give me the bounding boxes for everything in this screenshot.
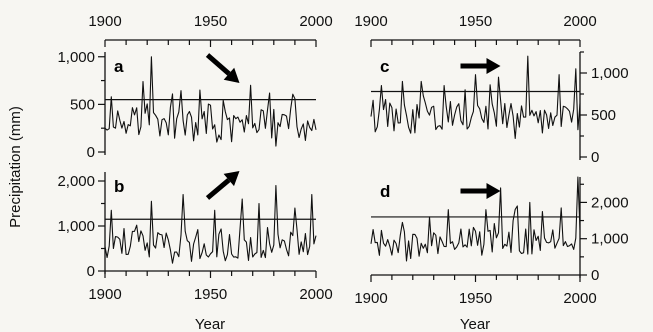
panel-label-d: d	[380, 182, 390, 201]
trend-arrow-head-b	[223, 171, 240, 187]
y-axis-title: Precipitation (mm)	[7, 106, 24, 228]
y-tick-label-a: 1,000	[57, 49, 95, 66]
y-tick-label-c: 500	[591, 107, 616, 124]
bottom-x-tick-label: 2000	[563, 290, 596, 307]
y-tick-label-d: 1,000	[591, 231, 629, 248]
top-x-tick-label: 1950	[459, 13, 492, 30]
trend-arrow-shaft-a	[205, 53, 231, 76]
trend-arrow-head-a	[223, 67, 240, 83]
series-line-b	[104, 184, 317, 264]
y-tick-label-c: 0	[591, 149, 599, 166]
y-tick-label-b: 1,000	[57, 218, 95, 235]
panels: 0 500 1,000 a 0 1,000 2,000 b 0 500 1,000 c 0 1,000 2,…	[57, 13, 628, 307]
panel-label-a: a	[114, 57, 124, 76]
bottom-x-tick-label: 1950	[459, 290, 492, 307]
top-x-tick-label: 2000	[563, 13, 596, 30]
trend-arrow-head-d	[486, 183, 501, 199]
top-x-tick-label: 1950	[194, 13, 227, 30]
top-x-tick-label: 2000	[299, 13, 332, 30]
time-axes-left: 1900 1950 2000 1900 1950 2000	[88, 13, 332, 303]
series-line-c	[370, 55, 581, 140]
panel-d: 0 1,000 2,000 d	[370, 176, 629, 284]
y-tick-label-c: 1,000	[591, 65, 629, 82]
top-x-tick-label: 1900	[354, 13, 387, 30]
panel-label-c: c	[380, 57, 389, 76]
bottom-x-tick-label: 1950	[194, 286, 227, 303]
y-tick-label-d: 0	[591, 267, 599, 284]
series-line-a	[104, 56, 317, 147]
bottom-x-tick-label: 1900	[354, 290, 387, 307]
panel-a: 0 500 1,000 a	[57, 49, 317, 161]
y-tick-label-a: 500	[70, 96, 95, 113]
panel-label-b: b	[114, 177, 124, 196]
bottom-x-tick-label: 2000	[299, 286, 332, 303]
bottom-x-tick-label: 1900	[88, 286, 121, 303]
y-tick-label-b: 0	[87, 263, 95, 280]
top-x-tick-label: 1900	[88, 13, 121, 30]
y-tick-label-d: 2,000	[591, 194, 629, 211]
trend-arrow-head-c	[486, 58, 501, 74]
y-tick-label-b: 2,000	[57, 173, 95, 190]
panel-b: 0 1,000 2,000 b	[57, 171, 317, 280]
y-tick-label-a: 0	[87, 144, 95, 161]
x-axis-title-left: Year	[195, 316, 225, 332]
trend-arrow-shaft-b	[205, 178, 231, 200]
panel-c: 0 500 1,000 c	[370, 51, 629, 166]
time-axes-right: 1900 1950 2000 1900 1950 2000	[354, 13, 596, 307]
series-line-d	[370, 176, 581, 262]
x-axis-title-right: Year	[460, 316, 490, 332]
